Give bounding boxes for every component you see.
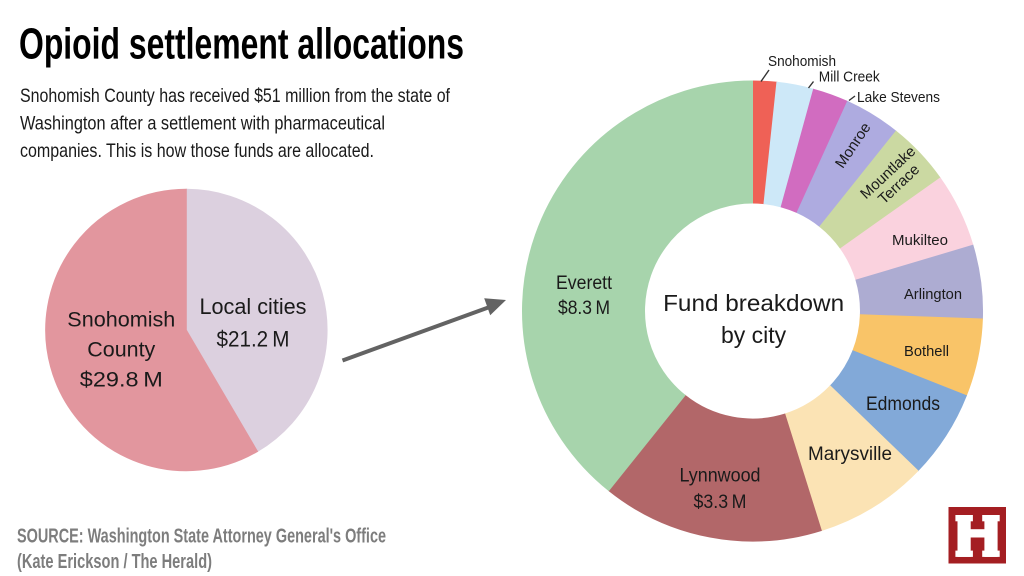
svg-text:Mill Creek: Mill Creek: [819, 69, 880, 86]
svg-text:Everett: Everett: [556, 273, 613, 294]
svg-text:$29.8 M: $29.8 M: [80, 369, 163, 392]
svg-text:Snohomish County has received: Snohomish County has received $51 millio…: [20, 85, 450, 107]
svg-text:by city: by city: [721, 322, 787, 348]
svg-text:Mukilteo: Mukilteo: [892, 232, 948, 249]
svg-text:$3.3 M: $3.3 M: [694, 492, 747, 513]
svg-text:$21.2 M: $21.2 M: [217, 327, 290, 352]
svg-text:Local cities: Local cities: [200, 294, 307, 319]
svg-text:Snohomish: Snohomish: [67, 309, 175, 332]
svg-text:Lake Stevens: Lake Stevens: [857, 89, 940, 106]
svg-text:Washington after a settlement: Washington after a settlement with pharm…: [20, 113, 385, 135]
svg-text:(Kate Erickson / The Herald): (Kate Erickson / The Herald): [17, 551, 212, 573]
svg-text:Marysville: Marysville: [808, 444, 892, 465]
svg-text:Fund breakdown: Fund breakdown: [663, 290, 844, 316]
svg-text:$8.3 M: $8.3 M: [558, 298, 610, 319]
svg-text:Bothell: Bothell: [904, 343, 949, 360]
svg-text:Snohomish: Snohomish: [768, 53, 836, 70]
svg-text:County: County: [87, 339, 156, 362]
svg-text:Arlington: Arlington: [904, 286, 962, 303]
svg-text:Opioid settlement allocations: Opioid settlement allocations: [19, 20, 464, 69]
svg-text:SOURCE: Washington State Attor: SOURCE: Washington State Attorney Genera…: [17, 526, 386, 548]
svg-text:companies. This is how those f: companies. This is how those funds are a…: [20, 140, 374, 162]
svg-text:Edmonds: Edmonds: [866, 394, 940, 415]
svg-text:Lynnwood: Lynnwood: [680, 466, 761, 487]
